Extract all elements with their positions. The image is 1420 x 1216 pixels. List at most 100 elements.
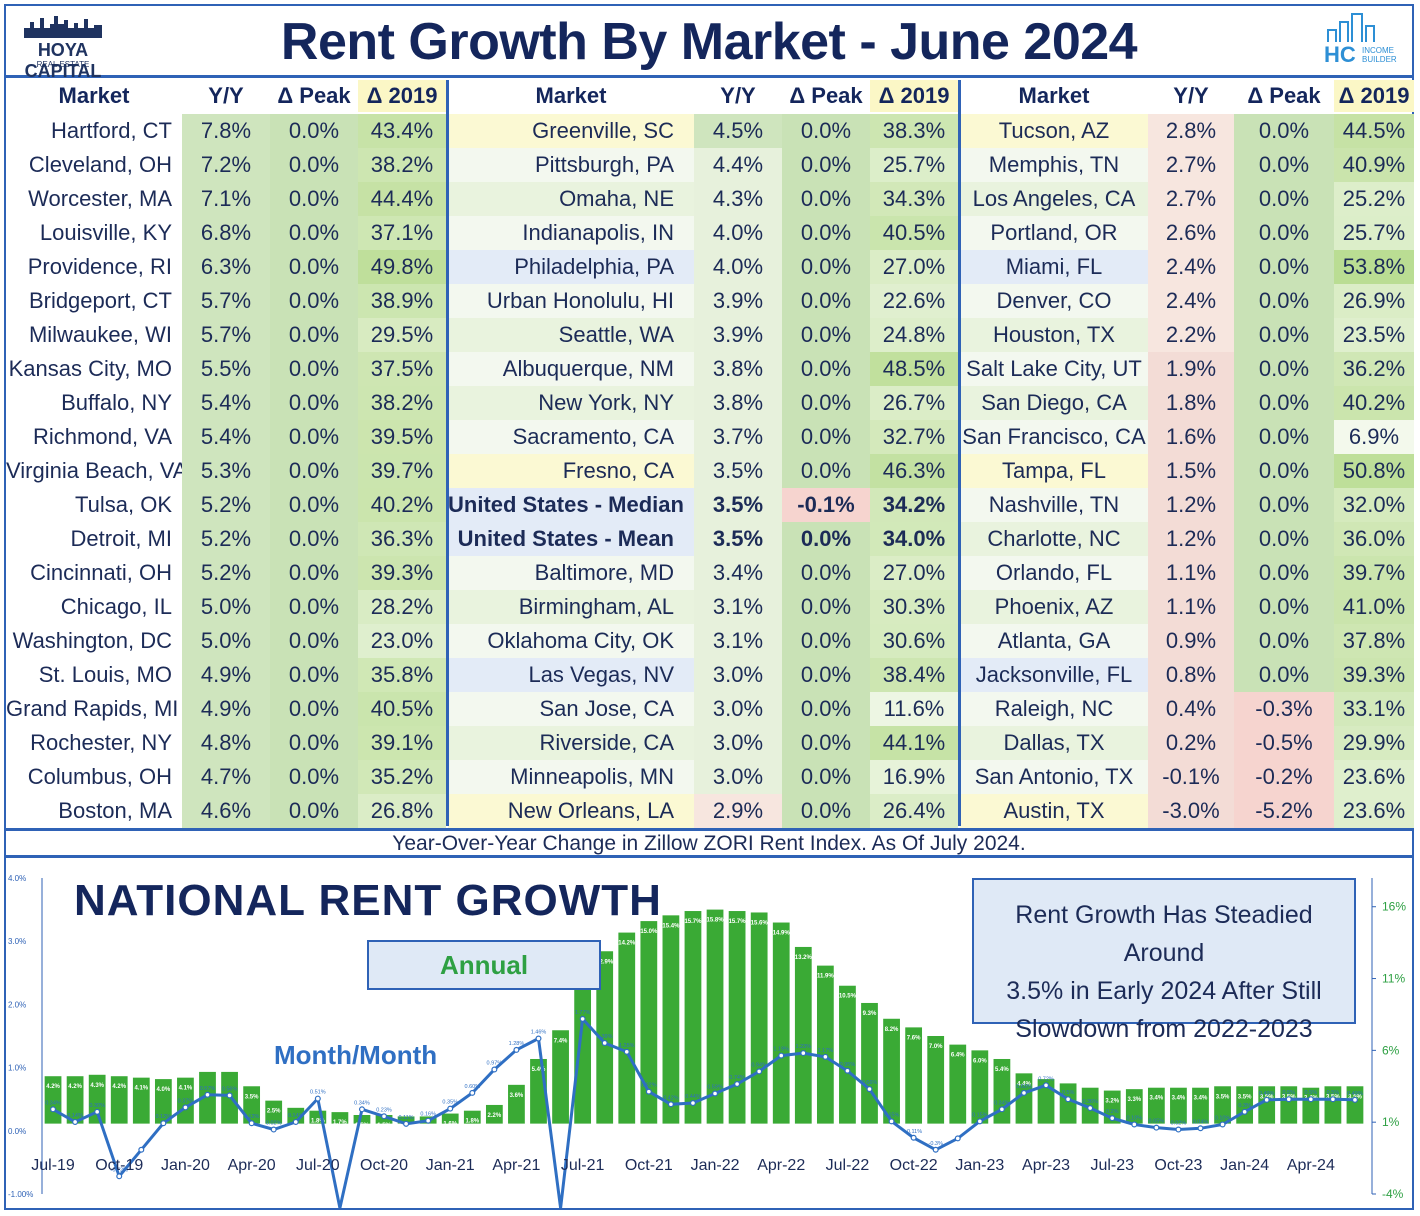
month-month-data-label: 0.5% <box>1062 1090 1075 1096</box>
table-cell-yy: 7.1% <box>182 182 270 216</box>
month-month-data-label: 0.23% <box>376 1107 392 1113</box>
table-cell-market: New York, NY <box>448 386 694 420</box>
month-month-data-label: 0.05% <box>1149 1119 1165 1125</box>
table-cell-yy: 3.1% <box>694 590 782 624</box>
annual-data-label: 6.0% <box>973 1058 987 1064</box>
table-row: Fresno, CA 3.5% 0.0% 46.3% <box>448 454 958 488</box>
table-cell-d2019: 46.3% <box>870 454 958 488</box>
table-row: Washington, DC 5.0% 0.0% 23.0% <box>6 624 446 658</box>
table-cell-market: Phoenix, AZ <box>960 590 1148 624</box>
table-cell-d2019: 33.1% <box>1334 692 1414 726</box>
page-title: Rent Growth By Market - June 2024 <box>280 13 1138 71</box>
table-row: Austin, TX -3.0% -5.2% 23.6% <box>960 794 1414 828</box>
table-row: Virginia Beach, VA 5.3% 0.0% 39.7% <box>6 454 446 488</box>
x-tick-label: Apr-24 <box>1287 1157 1335 1174</box>
table-cell-d2019: 38.2% <box>358 148 446 182</box>
annual-data-label: 1.7% <box>333 1120 347 1126</box>
table-cell-market: Hartford, CT <box>6 114 182 148</box>
table-cell-market: Salt Lake City, UT <box>960 352 1148 386</box>
month-month-point <box>1065 1096 1072 1103</box>
table-cell-peak: -0.3% <box>1234 692 1334 726</box>
month-month-point <box>1109 1115 1116 1122</box>
table-cell-market: Miami, FL <box>960 250 1148 284</box>
table-cell-market: Richmond, VA <box>6 420 182 454</box>
table-cell-market: Jacksonville, FL <box>960 658 1148 692</box>
month-month-point <box>94 1108 101 1115</box>
table-cell-peak: 0.0% <box>1234 182 1334 216</box>
x-tick-label: Jan-21 <box>426 1157 475 1174</box>
month-month-point <box>358 1106 365 1113</box>
month-month-data-label: 0.56% <box>222 1086 238 1092</box>
month-month-data-label: -0.3% <box>929 1141 943 1147</box>
table-cell-d2019: 40.9% <box>1334 148 1414 182</box>
annual-data-label: 3.5% <box>1238 1094 1252 1100</box>
annual-data-label: 14.2% <box>618 941 636 947</box>
month-month-point <box>1043 1082 1050 1089</box>
table-cell-d2019: 48.5% <box>870 352 958 386</box>
table-row: Boston, MA 4.6% 0.0% 26.8% <box>6 794 446 828</box>
table-cell-d2019: 38.3% <box>870 114 958 148</box>
annual-bar <box>243 1086 261 1124</box>
table-cell-market: Virginia Beach, VA <box>6 454 182 488</box>
table-row: New Orleans, LA 2.9% 0.0% 26.4% <box>448 794 958 828</box>
annual-bar <box>1214 1086 1231 1124</box>
table-cell-d2019: 23.0% <box>358 624 446 658</box>
table-cell-peak: 0.0% <box>270 488 358 522</box>
annual-data-label: 3.4% <box>1150 1096 1164 1102</box>
annual-bar <box>1059 1083 1077 1124</box>
month-month-point <box>1153 1124 1160 1131</box>
annual-bar <box>861 1002 878 1124</box>
annual-data-label: 4.1% <box>179 1086 193 1092</box>
x-tick-label: Jul-23 <box>1090 1157 1134 1174</box>
table-cell-d2019: 28.2% <box>358 590 446 624</box>
month-month-point <box>579 1015 586 1022</box>
table-cell-yy: 3.7% <box>694 420 782 454</box>
table-cell-d2019: 36.0% <box>1334 522 1414 556</box>
table-cell-peak: 0.0% <box>782 624 870 658</box>
annual-bar <box>485 1104 503 1124</box>
annual-data-label: 5.4% <box>995 1067 1009 1073</box>
annual-data-label: 12.9% <box>596 959 614 965</box>
table-cell-peak: 0.0% <box>782 794 870 828</box>
column-header-peak: Δ Peak <box>277 83 351 108</box>
table-cell-yy: 3.0% <box>694 658 782 692</box>
table-cell-peak: 0.0% <box>1234 386 1334 420</box>
month-month-point <box>1263 1096 1270 1103</box>
x-tick-label: Jan-23 <box>955 1157 1004 1174</box>
table-cell-peak: 0.0% <box>782 726 870 760</box>
month-month-point <box>1087 1105 1094 1112</box>
annual-bar <box>574 977 592 1124</box>
annual-series-label: Annual <box>367 940 601 990</box>
month-month-data-label: 0.95% <box>840 1062 856 1068</box>
table-cell-market: Columbus, OH <box>6 760 182 794</box>
table-cell-d2019: 29.5% <box>358 318 446 352</box>
x-tick-label: Apr-21 <box>492 1157 540 1174</box>
table-cell-peak: 0.0% <box>270 182 358 216</box>
month-month-data-label: -0.11% <box>905 1129 922 1135</box>
table-cell-yy: 5.2% <box>182 556 270 590</box>
table-cell-market: Los Angeles, CA <box>960 182 1148 216</box>
table-cell-yy: 6.3% <box>182 250 270 284</box>
month-month-data-label: 1.39% <box>597 1034 613 1040</box>
table-cell-market: Albuquerque, NM <box>448 352 694 386</box>
month-month-point <box>756 1068 763 1075</box>
month-month-point <box>535 1035 542 1042</box>
table-row: Las Vegas, NV 3.0% 0.0% 38.4% <box>448 658 958 692</box>
table-cell-market: Portland, OR <box>960 216 1148 250</box>
table-cell-yy: 4.4% <box>694 148 782 182</box>
table-cell-yy: 2.6% <box>1148 216 1234 250</box>
table-cell-peak: 0.0% <box>782 658 870 692</box>
table-row: Cincinnati, OH 5.2% 0.0% 39.3% <box>6 556 446 590</box>
table-row: Urban Honolulu, HI 3.9% 0.0% 22.6% <box>448 284 958 318</box>
table-cell-yy: 4.5% <box>694 114 782 148</box>
table-cell-peak: 0.0% <box>270 556 358 590</box>
annual-bar <box>905 1027 923 1124</box>
right-axis-tick-label: -4% <box>1382 1187 1404 1201</box>
month-month-data-label: 0.59% <box>707 1085 723 1091</box>
table-cell-peak: 0.0% <box>270 420 358 454</box>
table-row: Houston, TX 2.2% 0.0% 23.5% <box>960 318 1414 352</box>
table-row: Sacramento, CA 3.7% 0.0% 32.7% <box>448 420 958 454</box>
month-month-point <box>778 1052 785 1059</box>
hoya-capital-logo: HOYA CAPITAL REAL ESTATE <box>18 14 108 81</box>
table-header-row: Market Y/Y Δ Peak Δ 2019 <box>960 80 1414 112</box>
